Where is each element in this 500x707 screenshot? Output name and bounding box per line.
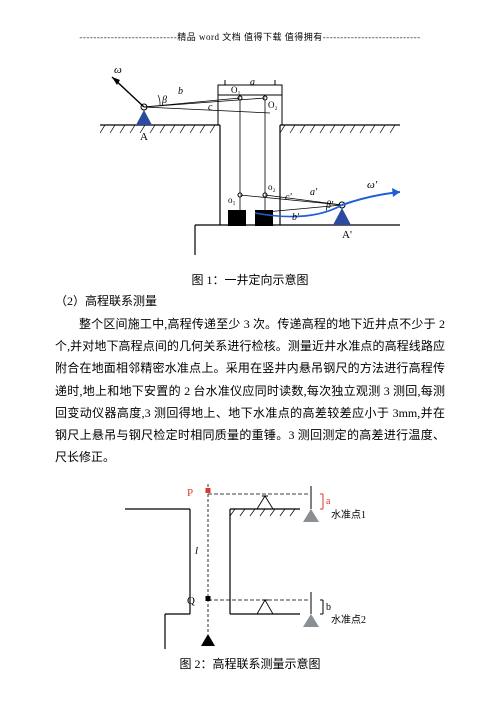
label-beta2: β': [325, 200, 334, 211]
figure-1: ω A b c a β O₁ O₂ o₁ o₂ c' a' b' β' ω' A…: [55, 55, 445, 265]
paragraph-1: 整个区间施工中,高程传递至少 3 次。传递高程的地下近井点不少于 2 个,并对地…: [55, 313, 445, 468]
label-o2: o₂: [268, 182, 276, 192]
figure-1-svg: ω A b c a β O₁ O₂ o₁ o₂ c' a' b' β' ω' A…: [100, 55, 400, 265]
label-b2: b: [326, 602, 331, 613]
label-a: a: [250, 77, 255, 88]
label-A2: A': [342, 229, 352, 241]
label-c2: c': [285, 192, 292, 203]
figure-2: l P Q a b 水准点1 水准点2: [55, 474, 445, 649]
label-bm1: 水准点1: [331, 509, 366, 521]
page-header: ----------------------------精品 word 文档 值…: [55, 30, 445, 43]
label-a2: a': [310, 187, 318, 198]
label-beta: β: [161, 95, 167, 106]
label-c: c: [208, 102, 213, 113]
header-dash-right: ----------------------------: [323, 32, 421, 42]
label-Q: Q: [187, 595, 195, 607]
figure-2-caption: 图 2：高程联系测量示意图: [55, 655, 445, 672]
label-O1: O₁: [231, 85, 241, 95]
label-P: P: [187, 487, 193, 499]
label-a2: a: [326, 496, 331, 507]
header-dash-left: ----------------------------: [79, 32, 177, 42]
figure-2-svg: l P Q a b 水准点1 水准点2: [125, 474, 375, 649]
label-l: l: [195, 545, 198, 557]
point-P-marker: [206, 488, 211, 493]
label-omega: ω: [114, 64, 122, 76]
label-o1: o₁: [228, 195, 236, 205]
label-b2: b': [292, 212, 300, 223]
label-b: b: [178, 86, 183, 97]
header-text: 精品 word 文档 值得下载 值得拥有: [177, 32, 323, 42]
label-A: A: [140, 131, 148, 143]
section-2-title: （2）高程联系测量: [55, 292, 445, 309]
label-O2: O₂: [268, 100, 278, 110]
figure-1-caption: 图 1：一井定向示意图: [55, 271, 445, 288]
label-omega2: ω': [367, 179, 378, 191]
label-bm2: 水准点2: [331, 614, 366, 626]
